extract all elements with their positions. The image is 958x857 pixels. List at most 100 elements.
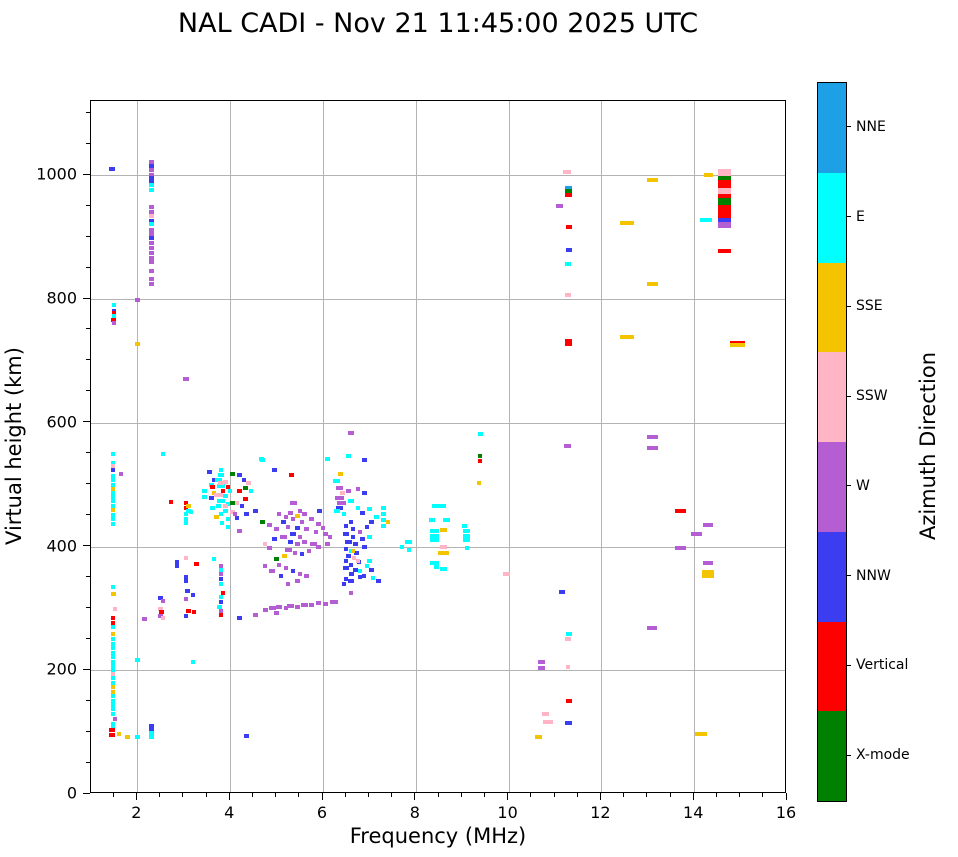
y-minor-tick xyxy=(86,606,90,608)
echo-point xyxy=(211,478,217,483)
echo-point xyxy=(335,506,343,511)
echo-point xyxy=(334,496,344,501)
x-minor-tick xyxy=(739,793,741,797)
echo-point xyxy=(135,735,140,740)
echo-point xyxy=(620,334,634,339)
echo-point xyxy=(313,529,319,534)
echo-point xyxy=(320,525,326,530)
echo-point xyxy=(149,176,154,181)
echo-point xyxy=(227,488,233,493)
echo-point xyxy=(234,501,240,506)
echo-point xyxy=(295,513,300,518)
echo-point xyxy=(149,227,154,232)
echo-point xyxy=(290,517,296,522)
echo-point xyxy=(348,578,354,583)
echo-point xyxy=(700,217,712,222)
colorbar-label-nnw: NNW xyxy=(856,567,891,584)
echo-point xyxy=(110,461,116,465)
x-major-tick xyxy=(135,793,137,800)
echo-point xyxy=(109,728,115,733)
echo-point xyxy=(674,546,687,551)
echo-point xyxy=(149,172,154,177)
echo-point xyxy=(253,612,258,617)
echo-point xyxy=(109,732,115,737)
echo-point xyxy=(350,535,356,540)
echo-point xyxy=(118,472,124,477)
echo-point xyxy=(268,606,276,611)
echo-point xyxy=(201,488,208,493)
echo-point xyxy=(306,549,312,554)
echo-point xyxy=(283,514,289,519)
echo-point xyxy=(112,717,118,722)
colorbar xyxy=(817,82,847,802)
x-major-tick xyxy=(321,793,323,800)
echo-point xyxy=(225,524,231,529)
gridline-y xyxy=(91,175,785,177)
echo-point xyxy=(463,538,471,543)
y-major-tick xyxy=(83,668,90,670)
echo-point xyxy=(262,542,268,546)
y-major-tick xyxy=(83,792,90,794)
echo-point xyxy=(647,625,658,630)
colorbar-tick xyxy=(846,575,851,577)
echo-point xyxy=(237,473,242,478)
echo-point xyxy=(135,342,140,347)
echo-point xyxy=(269,569,275,574)
echo-point xyxy=(160,598,166,603)
echo-point xyxy=(110,655,116,660)
echo-point xyxy=(135,297,140,302)
echo-point xyxy=(322,532,329,537)
echo-point xyxy=(462,524,467,529)
echo-point xyxy=(110,452,116,457)
echo-point xyxy=(149,188,154,193)
echo-point xyxy=(111,308,117,313)
echo-point xyxy=(287,539,294,544)
echo-point xyxy=(149,259,154,264)
echo-point xyxy=(646,435,659,439)
echo-point xyxy=(646,177,659,182)
echo-point xyxy=(565,189,573,194)
echo-point xyxy=(110,663,116,668)
echo-point xyxy=(563,444,571,449)
echo-point xyxy=(218,473,224,478)
echo-point xyxy=(374,515,379,520)
echo-point xyxy=(405,539,413,544)
echo-point xyxy=(223,494,228,499)
echo-point xyxy=(110,685,116,689)
echo-point xyxy=(160,616,166,621)
echo-point xyxy=(353,542,358,546)
echo-point xyxy=(272,467,277,472)
colorbar-tick xyxy=(846,664,851,666)
echo-point xyxy=(348,431,354,436)
echo-point xyxy=(718,191,731,196)
echo-point xyxy=(350,549,356,554)
echo-point xyxy=(110,508,116,512)
echo-point xyxy=(343,558,349,563)
echo-point xyxy=(345,454,352,459)
echo-point xyxy=(149,164,154,168)
echo-point xyxy=(367,507,372,512)
echo-point xyxy=(357,575,363,580)
echo-point xyxy=(149,251,154,256)
echo-point xyxy=(110,585,116,590)
echo-point xyxy=(566,248,572,253)
echo-point xyxy=(718,176,731,181)
echo-point xyxy=(336,501,347,506)
echo-point xyxy=(110,474,116,478)
echo-point xyxy=(234,516,240,520)
echo-point xyxy=(174,564,180,569)
echo-point xyxy=(299,551,305,556)
echo-point xyxy=(225,517,231,522)
x-minor-tick xyxy=(646,793,648,797)
echo-point xyxy=(565,193,573,197)
x-tick-label: 8 xyxy=(409,803,420,822)
echo-point xyxy=(267,522,272,527)
y-axis-label: Virtual height (km) xyxy=(2,347,26,545)
echo-point xyxy=(110,689,116,694)
echo-point xyxy=(216,503,221,508)
echo-point xyxy=(220,488,226,493)
echo-point xyxy=(341,512,347,517)
y-minor-tick xyxy=(86,266,90,268)
echo-point xyxy=(477,458,483,463)
echo-point xyxy=(437,551,450,556)
